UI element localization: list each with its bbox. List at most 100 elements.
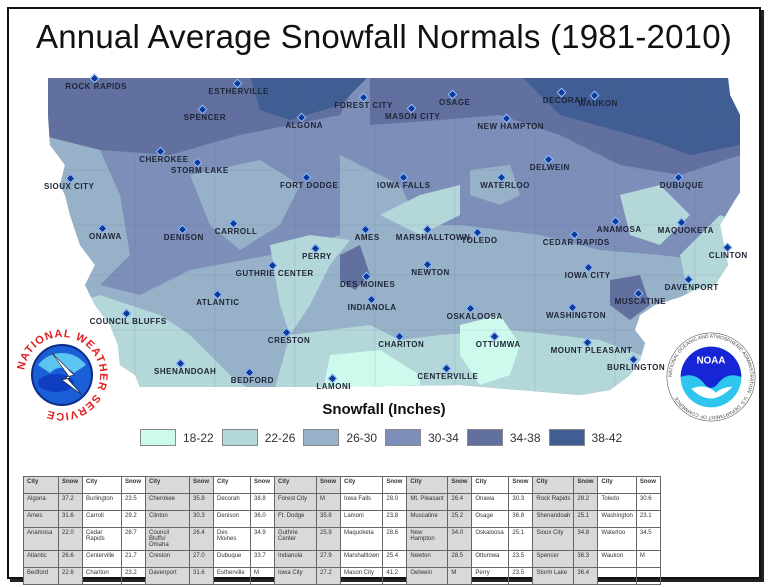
legend-item: 34-38	[466, 429, 541, 446]
snow-cell: 33.7	[250, 550, 275, 568]
snow-cell: Snow	[382, 476, 408, 494]
snow-cell: 27.9	[316, 550, 341, 568]
snow-cell: M	[635, 550, 661, 568]
snow-cell: Snow	[121, 476, 146, 494]
noaa-emblem-icon: NOAA NATIONAL OCEANIC AND ATMOSPHERIC AD…	[666, 332, 756, 422]
page-title: Annual Average Snowfall Normals (1981-20…	[36, 18, 732, 55]
city-cell: Lamoni	[339, 510, 384, 528]
snow-cell: 30.3	[508, 493, 534, 511]
snow-cell: 23.8	[382, 510, 408, 528]
city-cell: Oskaloosa	[471, 527, 510, 551]
snow-cell: Snow	[58, 476, 83, 494]
snow-cell: 34.0	[447, 527, 473, 551]
snow-cell: 36.8	[508, 510, 534, 528]
table-row: Atlantic 26.6 Centerville 21.7 Creston 27.0 Du…	[23, 550, 661, 568]
city-label: CHEROKEE	[139, 155, 189, 164]
city-cell: City	[274, 476, 317, 494]
city-label: INDIANOLA	[347, 303, 397, 312]
city-cell: City	[339, 476, 384, 494]
city-cell: Indianola	[274, 550, 317, 568]
snow-cell: 35.8	[189, 493, 214, 511]
city-cell: Des Moines	[213, 527, 251, 551]
city-cell: Shenandoah	[532, 510, 575, 528]
snow-cell: 23.1	[635, 510, 661, 528]
snow-cell: M	[250, 567, 275, 585]
nws-emblem-icon: NATIONAL WEATHER SERVICE	[15, 328, 108, 422]
city-label: STORM LAKE	[171, 166, 229, 175]
nws-logo: NATIONAL WEATHER SERVICE	[12, 325, 112, 425]
city-label: ONAWA	[89, 232, 122, 241]
city-label: COUNCIL BLUFFS	[89, 317, 167, 326]
city-label: GUTHRIE CENTER	[235, 269, 314, 278]
legend-item: 30-34	[385, 429, 459, 446]
city-cell: Ottumwa	[471, 550, 510, 568]
snow-cell: 31.6	[189, 567, 214, 585]
snow-cell: Snow	[250, 476, 275, 494]
city-cell: Marshalltown	[339, 550, 384, 568]
snow-cell: 35.8	[316, 510, 341, 528]
snow-cell: 26.7	[121, 527, 146, 551]
city-cell: City	[145, 476, 190, 494]
table-row: Anamosa 22.0 Cedar Rapids 26.7 Council Bluff…	[23, 527, 661, 551]
snow-cell: 28.2	[573, 493, 599, 511]
table-row: Bedford 22.6 Chariton 23.2 Davenport 31.6 Esth…	[23, 567, 661, 585]
city-label: FOREST CITY	[334, 101, 393, 110]
city-label: IOWA FALLS	[377, 181, 431, 190]
city-cell: City	[597, 476, 637, 494]
city-cell: Maquoketa	[339, 527, 384, 551]
city-cell: Spencer	[532, 550, 575, 568]
snow-cell: 28.0	[382, 493, 408, 511]
city-cell: Sioux City	[532, 527, 575, 551]
city-cell: Centerville	[82, 550, 122, 568]
city-cell: Davenport	[145, 567, 190, 585]
city-cell: Guthrie Center	[274, 527, 317, 551]
snow-cell: 25.4	[382, 550, 408, 568]
city-cell: Anamosa	[23, 527, 59, 551]
snow-cell: 23.5	[508, 550, 534, 568]
snowfall-table: City Snow City Snow City Snow City Snow City Snow…	[23, 476, 661, 585]
iowa-snowfall-map	[40, 75, 740, 395]
city-cell: Mason City	[339, 567, 384, 585]
snow-cell: 36.3	[573, 550, 599, 568]
city-label: SPENCER	[183, 113, 226, 122]
city-cell: Atlantic	[23, 550, 59, 568]
city-label: ROCK RAPIDS	[65, 82, 127, 91]
snow-cell: 25.1	[573, 510, 599, 528]
city-cell: Carroll	[82, 510, 122, 528]
city-cell: City	[406, 476, 449, 494]
legend-label: 38-42	[591, 430, 623, 445]
city-label: OTTUMWA	[475, 340, 521, 349]
city-label: BEDFORD	[230, 376, 274, 385]
city-label: IOWA CITY	[564, 271, 611, 280]
snow-cell: 28.6	[382, 527, 408, 551]
city-label: CHARITON	[378, 340, 425, 349]
city-cell: Mt. Pleasant	[406, 493, 449, 511]
snow-cell: 23.5	[121, 493, 146, 511]
city-label: OSKALOOSA	[446, 312, 503, 321]
snow-cell: 36.0	[250, 510, 275, 528]
city-label: DUBUQUE	[659, 181, 704, 190]
snow-cell: Snow	[316, 476, 341, 494]
city-label: MARSHALLTOWN	[395, 233, 471, 242]
city-label: DENISON	[163, 233, 204, 242]
svg-text:NOAA: NOAA	[697, 355, 726, 366]
snow-cell: 25.9	[316, 527, 341, 551]
city-label: ATLANTIC	[196, 298, 240, 307]
city-cell: Burlington	[82, 493, 122, 511]
city-label: ESTHERVILLE	[208, 87, 269, 96]
city-cell: Washington	[597, 510, 637, 528]
city-cell: Iowa City	[274, 567, 317, 585]
city-cell: Toledo	[597, 493, 637, 511]
legend-item: 18-22	[140, 429, 214, 446]
snow-cell	[635, 567, 661, 585]
snow-cell: 34.8	[573, 527, 599, 551]
city-cell: Oelwein	[406, 567, 449, 585]
map-shading	[48, 78, 740, 395]
city-label: WAUKON	[578, 99, 618, 108]
legend-label: 30-34	[428, 430, 459, 445]
city-cell: Clinton	[145, 510, 190, 528]
city-cell: City	[23, 476, 59, 494]
city-label: DECORAH	[542, 96, 587, 105]
snow-cell: 28.5	[447, 550, 473, 568]
city-cell: Council Bluffs/ Omaha	[145, 527, 190, 551]
